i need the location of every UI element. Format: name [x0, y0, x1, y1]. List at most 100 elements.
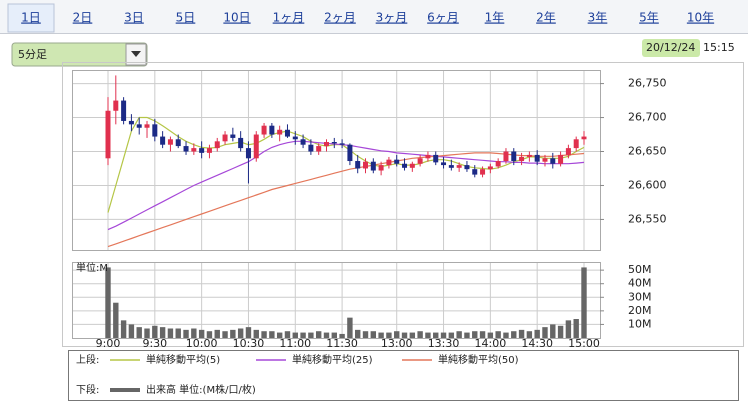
tab[interactable]: 2年: [536, 11, 556, 25]
volume-bar: [401, 332, 408, 338]
date-highlight: [642, 39, 700, 57]
x-tick-label: 14:00: [475, 337, 507, 350]
volume-bar: [487, 332, 494, 338]
tab-selected-bg: [7, 3, 55, 33]
tab-bar: [0, 0, 748, 34]
candle-body: [277, 129, 283, 135]
volume-bar: [581, 267, 587, 338]
candle-body: [175, 139, 181, 147]
volume-bar: [409, 332, 416, 338]
tab[interactable]: 1ヶ月: [273, 11, 305, 25]
candle-body: [214, 141, 220, 149]
legend-lower-label: 下段:: [76, 383, 99, 396]
volume-bar: [222, 331, 228, 338]
candle-body: [152, 124, 158, 137]
volume-bar: [347, 317, 353, 338]
volume-bar: [183, 329, 189, 338]
candle-body: [425, 154, 431, 159]
candle-body: [308, 144, 314, 152]
candle-body: [519, 156, 525, 162]
candle-body: [199, 148, 205, 153]
volume-bar: [417, 331, 423, 338]
x-tick-label: 14:30: [521, 337, 553, 350]
dropdown-arrow: [131, 51, 141, 57]
volume-bar: [370, 331, 377, 338]
volume-bar: [550, 324, 556, 338]
volume-bar: [511, 331, 517, 338]
chart-frame: [62, 62, 744, 347]
candle-body: [128, 120, 134, 125]
candle-body: [160, 136, 166, 145]
candle-body: [456, 165, 462, 168]
candle-body: [167, 139, 173, 145]
candle-body: [261, 125, 267, 135]
tab[interactable]: 6ヶ月: [427, 11, 459, 25]
x-tick-label: 13:30: [428, 337, 460, 350]
tab[interactable]: 2ヶ月: [324, 11, 356, 25]
y-tick-label: 26,550: [628, 212, 667, 225]
candle-body: [105, 110, 111, 159]
volume-bar: [355, 329, 361, 338]
candle-body: [386, 159, 392, 166]
candle-body: [558, 154, 564, 164]
volume-bar: [113, 302, 119, 338]
y-tick-label: 40M: [628, 277, 652, 290]
volume-bar: [323, 332, 330, 338]
tab[interactable]: 3日: [124, 11, 144, 25]
volume-bar: [464, 332, 470, 338]
date: 20/12/24: [646, 41, 695, 54]
candle-body: [292, 136, 298, 140]
tab[interactable]: 2日: [73, 11, 93, 25]
volume-bar: [159, 327, 166, 338]
volume-bar: [394, 331, 400, 338]
volume-bar: [339, 333, 345, 338]
volume-bar: [214, 329, 220, 338]
candle-body: [565, 148, 571, 155]
candle-body: [394, 159, 400, 164]
volume-bar: [191, 328, 197, 338]
volume-unit: 単位:M: [76, 261, 108, 274]
candle-body: [464, 165, 470, 170]
candle-body: [222, 134, 228, 142]
candle-body: [480, 169, 486, 175]
x-tick-label: 11:30: [326, 337, 358, 350]
y-tick-label: 26,750: [628, 77, 667, 90]
tab[interactable]: 5年: [639, 11, 659, 25]
tab[interactable]: 10年: [687, 11, 714, 25]
y-tick-label: 20M: [628, 304, 652, 317]
tab[interactable]: 1年: [485, 11, 505, 25]
volume-bar: [440, 332, 447, 338]
volume-bar: [542, 327, 548, 338]
interval-dropdown[interactable]: [11, 42, 148, 67]
candle-body: [503, 151, 509, 162]
volume-bar: [308, 332, 314, 338]
tab[interactable]: 1日: [21, 11, 41, 25]
candle-body: [144, 124, 150, 128]
x-tick-label: 10:00: [186, 337, 218, 350]
candle-body: [417, 158, 423, 164]
candle-body: [347, 144, 353, 162]
candle-body: [526, 154, 532, 157]
volume-bar: [495, 331, 501, 338]
volume-bar: [503, 332, 509, 338]
candle-body: [331, 142, 337, 144]
tab[interactable]: 3ヶ月: [376, 11, 408, 25]
candle-body: [534, 154, 540, 162]
volume-bar: [331, 332, 337, 338]
tab[interactable]: 3年: [588, 11, 608, 25]
x-tick-label: 9:00: [96, 337, 121, 350]
tab[interactable]: 10日: [223, 11, 250, 25]
volume-bar: [105, 267, 111, 338]
candle-body: [113, 100, 119, 111]
volume-bar: [120, 320, 127, 338]
volume-bar: [472, 331, 478, 338]
moving-average-line: [107, 116, 585, 213]
candle-body: [230, 134, 236, 138]
candle-body: [472, 169, 478, 175]
tab[interactable]: 5日: [176, 11, 196, 25]
volume-bar: [518, 329, 525, 338]
volume-bar: [230, 329, 236, 338]
candle-body: [136, 124, 142, 128]
volume-bar: [284, 331, 291, 338]
